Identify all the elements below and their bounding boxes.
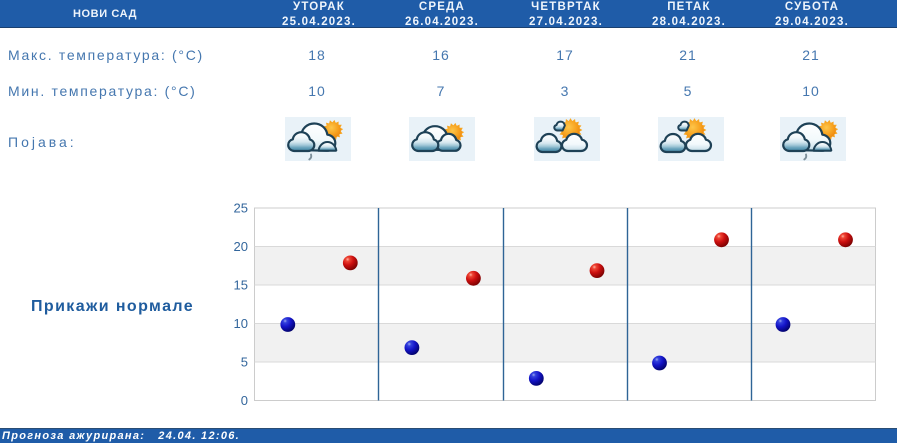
svg-text:25: 25 <box>234 201 248 216</box>
svg-text:5: 5 <box>241 355 248 370</box>
svg-text:0: 0 <box>241 393 248 408</box>
svg-text:15: 15 <box>234 278 248 293</box>
svg-text:10: 10 <box>234 316 248 331</box>
svg-text:20: 20 <box>234 239 248 254</box>
